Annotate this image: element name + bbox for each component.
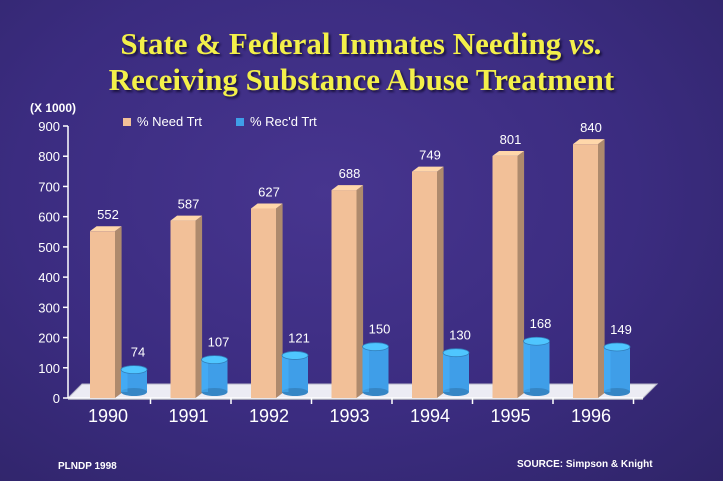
data-label-need: 627 [258,185,280,200]
legend-label-received: % Rec'd Trt [250,114,317,129]
data-label-received: 149 [610,322,632,337]
data-label-need: 688 [339,166,361,181]
bar-need-front [573,144,598,398]
chart-title-line-1: State & Federal Inmates Needing vs. [0,26,723,62]
bar-received-highlight [604,346,611,392]
bar-received-cap [362,342,389,352]
bar-received-cap [201,355,228,365]
bar-received-highlight [362,346,369,392]
chart-title-line-2: Receiving Substance Abuse Treatment [108,62,615,97]
legend-swatch-received [236,118,244,126]
footer-source: SOURCE: Simpson & Knight [517,459,653,470]
x-tick-label: 1991 [168,406,208,426]
bar-need-front [492,155,518,398]
bar-received [523,336,550,396]
data-label-received: 74 [131,345,145,360]
bar-received [281,351,309,396]
y-tick-label: 300 [38,300,60,315]
bar-need-front [90,231,115,398]
bar-need-top [492,150,525,156]
title-text: State & Federal Inmates Needing [120,26,569,61]
legend-swatch-need [123,118,131,126]
bar-received-highlight [121,369,128,392]
bar-received-highlight [282,355,289,392]
bar-received-highlight [443,352,450,392]
data-label-need: 587 [178,197,200,212]
bar-need [90,226,122,398]
y-tick-label: 800 [38,149,60,164]
bar-received-cap [120,365,148,375]
bar-need-top [331,185,364,191]
y-tick-label: 500 [38,240,60,255]
bar-need [492,150,525,398]
data-label-need: 749 [419,148,441,163]
y-tick-label: 400 [38,270,60,285]
bar-received [120,365,148,396]
bar-need-side [195,215,203,398]
bar-need [170,215,203,398]
y-tick-label: 700 [38,179,60,194]
bar-need-top [573,139,605,145]
bar-need-side [115,226,122,398]
y-tick-label: 600 [38,210,60,225]
data-label-received: 168 [530,316,552,331]
bar-need [251,203,283,398]
data-label-received: 121 [288,330,310,345]
bar-need-front [251,208,276,398]
bar-need-side [356,185,364,398]
data-label-need: 801 [500,132,522,147]
bar-received-cap [603,342,631,352]
bar-received-cap [523,336,550,346]
y-tick-label: 200 [38,331,60,346]
bar-need-top [170,215,203,221]
data-label-need: 840 [580,120,602,135]
x-tick-label: 1996 [571,406,611,426]
data-label-need: 552 [97,207,119,222]
x-tick-label: 1994 [410,406,450,426]
bar-need [331,185,364,398]
bar-received [362,342,389,396]
bar-received-highlight [523,341,530,392]
data-label-received: 130 [449,328,471,343]
bar-received-cap [442,348,470,358]
data-label-received: 107 [208,335,230,350]
legend-label-need: % Need Trt [137,114,202,129]
bar-need-top [251,203,283,209]
bar-received-cap [281,351,309,360]
y-tick-label: 900 [38,119,60,134]
bar-need-front [170,220,196,398]
bar-received [442,348,470,396]
x-tick-label: 1992 [249,406,289,426]
y-unit-label: (X 1000) [30,101,76,115]
bar-need-side [598,139,605,398]
x-tick-label: 1993 [329,406,369,426]
y-tick-label: 100 [38,361,60,376]
x-tick-label: 1990 [88,406,128,426]
bar-need-front [331,190,357,398]
bar-need-front [412,171,437,398]
bar-received-highlight [201,359,208,392]
bar-need-top [412,166,444,172]
title-vs: vs. [568,26,603,61]
bar-need-side [517,150,525,398]
bar-need [412,166,444,398]
bar-need-top [90,226,122,232]
x-tick-label: 1995 [490,406,530,426]
bar-received [603,342,631,396]
bar-need-side [276,203,283,398]
bar-need [573,139,605,398]
bar-received [201,355,228,396]
data-label-received: 150 [369,322,391,337]
bar-need-side [437,166,444,398]
footer-credit: PLNDP 1998 [58,461,117,472]
y-tick-label: 0 [53,391,60,406]
